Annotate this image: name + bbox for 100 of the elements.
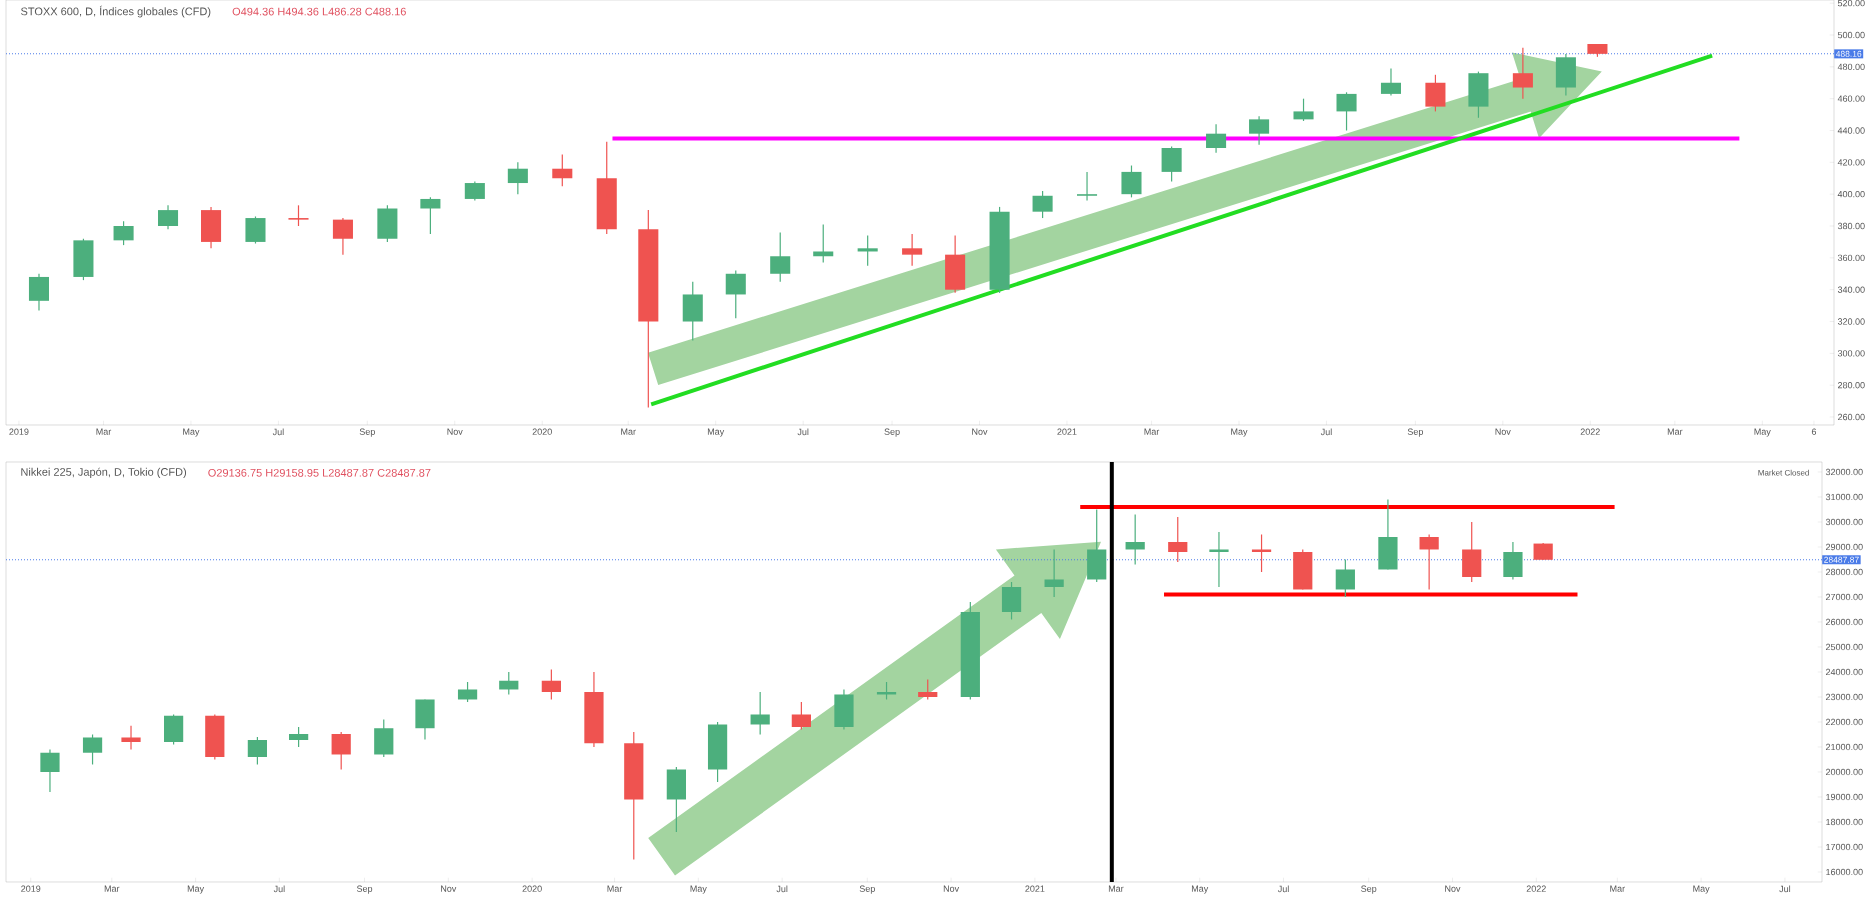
- candlestick: [499, 671, 519, 696]
- candlestick: [1419, 533, 1439, 591]
- x-tick-label: Nov: [441, 885, 457, 892]
- candlestick: [40, 748, 60, 793]
- x-tick-label: 2021: [1057, 428, 1077, 435]
- chart-subtitle: O29136.75 H29158.95 L28487.87 C28487.87: [208, 468, 431, 477]
- candlestick: [1168, 516, 1188, 563]
- x-tick-label: May: [1754, 428, 1771, 437]
- x-tick-label: Nov: [1495, 428, 1511, 435]
- x-tick-label: Mar: [1667, 428, 1683, 435]
- y-tick-label: 19000.00: [1826, 793, 1863, 801]
- candlestick: [725, 269, 746, 319]
- x-tick-label: Sep: [884, 428, 900, 437]
- x-tick-label: Sep: [1361, 885, 1377, 894]
- ref-line-label: 488.16: [1835, 50, 1862, 57]
- candlestick: [1249, 115, 1270, 146]
- y-tick-label: 380.00: [1837, 222, 1865, 230]
- annotation: Market Closed: [1758, 469, 1809, 476]
- candlestick: [157, 204, 179, 230]
- x-tick-label: Jul: [272, 428, 284, 436]
- y-tick-label: 260.00: [1837, 413, 1865, 421]
- y-tick-label: 27000.00: [1826, 593, 1863, 601]
- x-tick-label: 6: [1811, 428, 1817, 435]
- x-tick-label: Nov: [447, 428, 463, 435]
- x-tick-label: 2022: [1526, 885, 1546, 892]
- y-tick-label: 500.00: [1837, 31, 1865, 39]
- y-tick-label: 23000.00: [1826, 693, 1863, 701]
- x-tick-label: 2019: [21, 885, 41, 892]
- candlestick: [1121, 164, 1142, 198]
- candlestick: [918, 678, 938, 701]
- x-tick-label: 2022: [1580, 428, 1600, 435]
- ref-line-label: 28487.87: [1824, 556, 1859, 563]
- y-tick-label: 440.00: [1837, 127, 1865, 134]
- candlestick: [770, 231, 791, 283]
- y-tick-label: 17000.00: [1826, 843, 1863, 851]
- candlestick: [331, 731, 351, 771]
- candlestick: [1044, 548, 1064, 598]
- x-tick-label: Jul: [1277, 885, 1289, 893]
- candlestick: [813, 223, 834, 264]
- candlestick: [1206, 123, 1227, 154]
- x-tick-label: 2020: [522, 885, 542, 892]
- candlestick: [1425, 74, 1446, 113]
- y-tick-label: 30000.00: [1825, 518, 1863, 526]
- x-tick-label: 2019: [9, 428, 29, 435]
- candlestick: [1251, 533, 1272, 573]
- y-tick-label: 18000.00: [1826, 818, 1863, 826]
- y-tick-label: 25000.00: [1826, 643, 1863, 651]
- candlestick: [1293, 98, 1314, 122]
- x-tick-label: 2021: [1025, 885, 1045, 892]
- candlestick: [750, 691, 770, 736]
- y-tick-label: 320.00: [1837, 318, 1865, 325]
- candlestick: [1512, 47, 1533, 100]
- y-tick-label: 300.00: [1837, 350, 1865, 357]
- candlestick: [791, 701, 811, 731]
- y-tick-label: 28000.00: [1826, 568, 1863, 576]
- y-tick-label: 32000.00: [1825, 468, 1863, 476]
- candlestick: [1125, 513, 1145, 566]
- x-tick-label: Jul: [776, 885, 788, 893]
- candlestick: [1161, 145, 1182, 183]
- candlestick: [857, 234, 878, 267]
- y-tick-label: 340.00: [1837, 286, 1865, 293]
- x-tick-label: Sep: [356, 885, 373, 894]
- candlestick: [28, 273, 50, 311]
- y-tick-label: 22000.00: [1826, 718, 1863, 726]
- y-tick-label: 21000.00: [1826, 743, 1863, 751]
- candlestick: [288, 204, 309, 227]
- y-tick-label: 16000.00: [1826, 868, 1863, 876]
- y-tick-label: 520.00: [1837, 0, 1865, 7]
- x-tick-label: May: [183, 428, 200, 437]
- candlestick: [1077, 171, 1098, 202]
- x-tick-label: Nov: [943, 885, 960, 892]
- y-tick-label: 26000.00: [1826, 618, 1863, 626]
- x-tick-label: Mar: [104, 885, 120, 892]
- candlestick: [1336, 91, 1357, 132]
- candlestick: [464, 180, 485, 202]
- candlestick: [247, 736, 268, 766]
- x-tick-label: Mar: [1610, 885, 1625, 892]
- candlestick: [1209, 531, 1229, 588]
- x-tick-label: Jul: [273, 885, 285, 893]
- candlestick: [541, 668, 561, 701]
- x-tick-label: Mar: [621, 428, 636, 435]
- candlestick: [1335, 558, 1355, 598]
- x-tick-label: Nov: [972, 428, 988, 435]
- text: O494.36 H494.36 L486.28 C488.16: [232, 7, 406, 16]
- x-tick-label: Jul: [1779, 885, 1791, 893]
- x-tick-label: May: [1693, 885, 1710, 894]
- y-tick-label: 420.00: [1837, 159, 1865, 166]
- candlestick: [420, 196, 441, 235]
- y-tick-label: 400.00: [1837, 190, 1865, 198]
- x-tick-label: Mar: [1144, 428, 1160, 435]
- candlestick: [245, 215, 266, 245]
- x-tick-label: May: [1231, 428, 1248, 437]
- candlestick: [552, 153, 573, 187]
- y-tick-label: 460.00: [1837, 95, 1865, 102]
- chart-title: Nikkei 225, Japón, D, Tokio (CFD): [21, 467, 186, 478]
- y-tick-label: 480.00: [1837, 63, 1865, 71]
- candlestick: [457, 681, 478, 703]
- y-tick-label: 20000.00: [1826, 768, 1863, 776]
- y-tick-label: 280.00: [1837, 382, 1865, 389]
- x-tick-label: Nov: [1445, 885, 1461, 892]
